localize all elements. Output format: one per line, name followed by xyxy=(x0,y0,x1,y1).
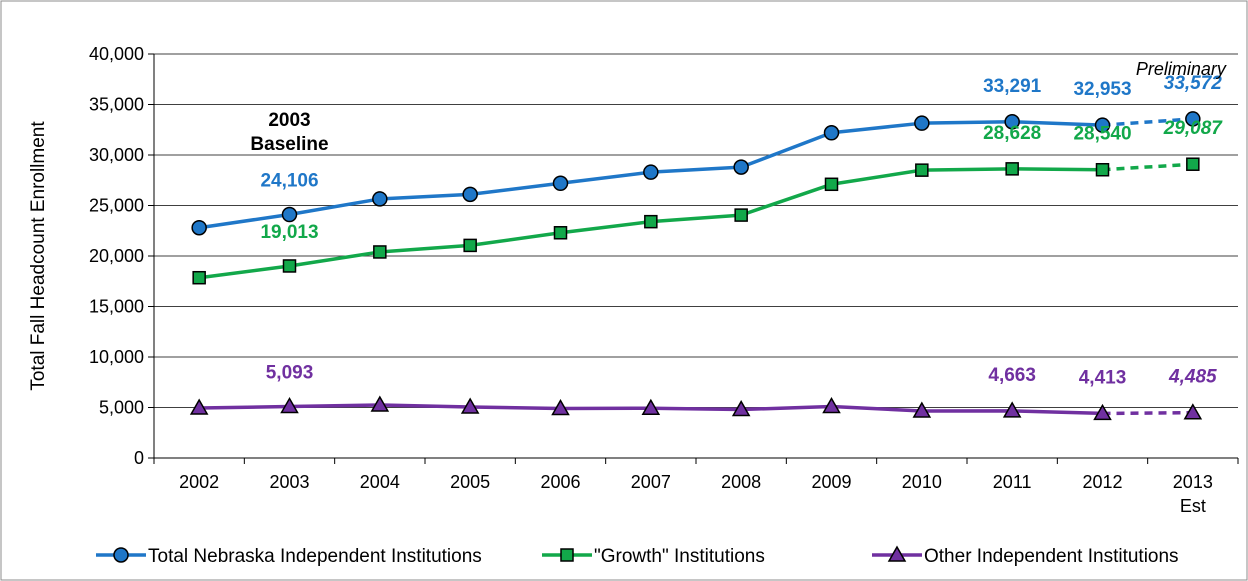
series-2 xyxy=(192,157,1200,285)
y-tick-label: 30,000 xyxy=(89,145,144,165)
x-tick-label: 2004 xyxy=(360,472,400,492)
data-point xyxy=(912,401,932,418)
data-point xyxy=(733,159,749,175)
data-label: 33,291 xyxy=(983,76,1042,97)
data-point xyxy=(1186,157,1200,171)
x-tick-label: 2009 xyxy=(811,472,851,492)
x-tick-label: 2013 xyxy=(1173,472,1213,492)
data-point xyxy=(370,395,390,412)
baseline-annotation-text: Baseline xyxy=(250,134,328,155)
preliminary-annotation: Preliminary xyxy=(1136,59,1227,79)
legend-item-2: "Growth" Institutions xyxy=(542,546,765,567)
legend-label: Other Independent Institutions xyxy=(924,546,1179,567)
y-tick-label: 10,000 xyxy=(89,347,144,367)
data-point xyxy=(1002,401,1022,418)
data-point xyxy=(191,219,207,236)
data-labels: 24,106 33,291 32,953 33,572 19,013 28,628 28,5… xyxy=(260,73,1223,389)
x-tick-label: 2005 xyxy=(450,472,490,492)
legend: Total Nebraska Independent Institutions "… xyxy=(96,545,1179,567)
data-point xyxy=(280,397,299,414)
y-tick-label: 35,000 xyxy=(89,95,144,115)
baseline-annotation-year: 2003 xyxy=(268,110,310,131)
data-point xyxy=(372,191,388,207)
data-point xyxy=(644,214,658,229)
data-point xyxy=(551,398,570,416)
series-line-estimated xyxy=(1102,162,1193,172)
data-point xyxy=(552,175,569,192)
y-tick-label: 25,000 xyxy=(89,196,144,216)
x-tick-label: 2002 xyxy=(179,472,219,492)
data-point xyxy=(641,398,661,415)
y-tick-label: 0 xyxy=(134,448,144,468)
legend-item-3: Other Independent Institutions xyxy=(872,545,1179,567)
legend-marker xyxy=(113,547,129,563)
x-tick-labels: 2002 2003 2004 2005 2006 2007 2008 2009 2010 2011… xyxy=(179,472,1213,516)
data-point xyxy=(823,125,840,141)
data-point xyxy=(189,398,209,415)
data-point xyxy=(463,238,477,253)
data-point xyxy=(915,163,929,177)
legend-marker xyxy=(887,545,907,562)
data-point xyxy=(462,186,478,203)
data-label: 29,087 xyxy=(1163,118,1224,139)
data-label: 19,013 xyxy=(260,222,318,243)
data-point xyxy=(282,259,297,273)
data-label: 28,628 xyxy=(983,123,1041,144)
y-tick-label: 40,000 xyxy=(89,44,144,64)
y-tick-label: 5,000 xyxy=(99,398,144,418)
series-3 xyxy=(189,395,1203,421)
series-1 xyxy=(191,111,1201,236)
data-point xyxy=(281,206,298,223)
y-tick-label: 20,000 xyxy=(89,246,144,266)
y-axis-label: Total Fall Headcount Enrollment xyxy=(28,121,49,391)
data-point xyxy=(553,226,568,240)
data-label: 5,093 xyxy=(266,363,314,384)
series-group xyxy=(189,111,1203,421)
data-point xyxy=(1093,403,1112,421)
data-point xyxy=(822,396,841,414)
data-label: 4,485 xyxy=(1168,367,1217,388)
data-point xyxy=(1005,162,1019,176)
x-tick-label: 2010 xyxy=(902,472,942,492)
x-tick-label: 2012 xyxy=(1082,472,1122,492)
legend-marker xyxy=(560,548,574,562)
data-label: 4,413 xyxy=(1079,367,1127,388)
data-point xyxy=(1185,111,1201,127)
data-point xyxy=(460,397,480,414)
data-point xyxy=(1094,117,1111,133)
data-label: 4,663 xyxy=(988,365,1036,386)
legend-label: Total Nebraska Independent Institutions xyxy=(148,546,482,567)
series-line-estimated xyxy=(1102,410,1193,416)
data-point xyxy=(824,177,839,192)
y-tick-label: 15,000 xyxy=(89,297,144,317)
x-tick-label: 2003 xyxy=(269,472,309,492)
data-point xyxy=(1183,403,1203,420)
x-tick-label: 2006 xyxy=(540,472,580,492)
data-point xyxy=(373,245,387,259)
x-tick-label: 2007 xyxy=(631,472,671,492)
x-tick-label: 2011 xyxy=(993,472,1032,492)
data-point xyxy=(734,208,748,222)
data-label: 24,106 xyxy=(260,171,318,192)
data-label: 32,953 xyxy=(1073,79,1131,100)
data-point xyxy=(914,115,930,131)
legend-label: "Growth" Institutions xyxy=(594,546,765,567)
data-label: 33,572 xyxy=(1164,73,1223,94)
x-tick-label: 2008 xyxy=(721,472,761,492)
x-tick-sublabel: Est xyxy=(1180,496,1206,516)
data-point xyxy=(1004,114,1020,130)
data-point xyxy=(1095,162,1110,177)
axes xyxy=(153,54,1239,464)
data-point xyxy=(192,270,206,285)
y-tick-labels: 0 5,000 10,000 15,000 20,000 25,000 30,000 35,0… xyxy=(89,44,144,468)
legend-item-1: Total Nebraska Independent Institutions xyxy=(96,546,482,567)
series-line-estimated xyxy=(1102,117,1193,127)
data-label: 28,540 xyxy=(1073,124,1131,145)
data-point xyxy=(643,164,659,180)
data-point xyxy=(731,400,751,417)
